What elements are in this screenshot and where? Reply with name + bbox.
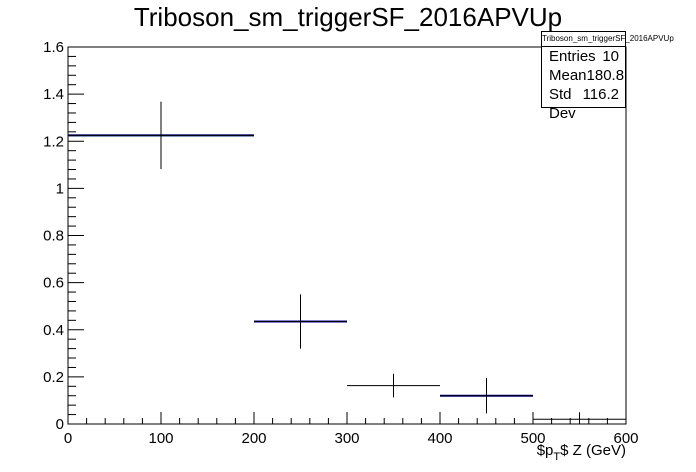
y-tick-label: 1.4 <box>43 86 64 103</box>
x-tick-label: 0 <box>64 430 72 447</box>
x-tick-label: 400 <box>427 430 452 447</box>
stats-entries-value: 10 <box>602 48 619 65</box>
y-tick-label: 0 <box>56 416 64 433</box>
y-tick-label: 0.6 <box>43 275 64 292</box>
x-axis-label-rest: $ Z (GeV) <box>560 442 626 459</box>
y-tick-label: 1.2 <box>43 133 64 150</box>
stats-entries-row: Entries 10 <box>542 47 625 66</box>
x-axis-label-subscript: T <box>553 451 560 463</box>
y-tick-label: 0.4 <box>43 322 64 339</box>
stats-mean-label: Mean <box>549 67 587 84</box>
x-tick-label: 300 <box>334 430 359 447</box>
stats-stddev-row: Std Dev 116.2 <box>542 85 625 122</box>
chart-title: Triboson_sm_triggerSF_2016APVUp <box>133 2 563 32</box>
stats-stddev-label: Std Dev <box>549 86 576 122</box>
stats-mean-row: Mean 180.8 <box>542 66 625 85</box>
y-tick-label: 1.6 <box>43 39 64 56</box>
x-tick-label: 200 <box>241 430 266 447</box>
stats-stddev-value: 116.2 <box>582 86 619 103</box>
y-tick-label: 0.2 <box>43 369 64 386</box>
stats-box: Triboson_sm_triggerSF_2016APVUp Entries … <box>541 31 674 122</box>
stats-title: Triboson_sm_triggerSF_2016APVUp <box>542 32 674 47</box>
x-tick-label: 100 <box>148 430 173 447</box>
x-tick-label: 600 <box>613 430 638 447</box>
x-axis-label-main: $p <box>537 442 554 459</box>
stats-mean-value: 180.8 <box>586 67 625 84</box>
y-tick-label: 1 <box>56 180 64 197</box>
x-tick-label: 500 <box>520 430 545 447</box>
stats-entries-label: Entries <box>549 48 596 65</box>
x-axis-label: $pT$ Z (GeV) <box>537 442 626 463</box>
y-tick-label: 0.8 <box>43 228 64 245</box>
